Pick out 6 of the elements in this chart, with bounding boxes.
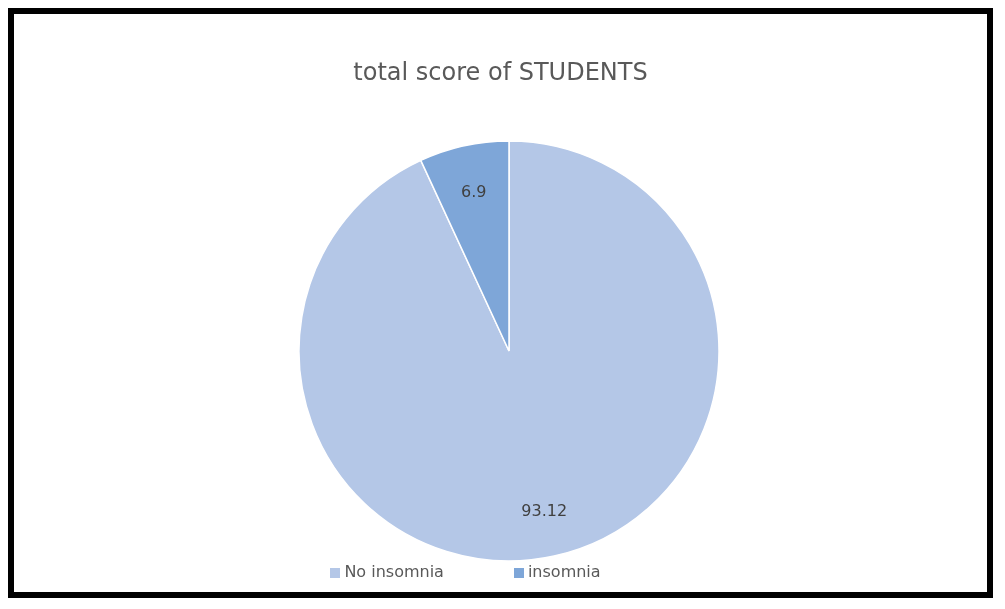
pie-slice — [298, 140, 720, 562]
data-label: 93.12 — [521, 501, 568, 521]
data-label: 6.9 — [461, 181, 487, 201]
chart-title: total score of STUDENTS — [352, 58, 649, 86]
legend-label: No insomnia — [344, 562, 444, 581]
legend-label: insomnia — [527, 562, 601, 581]
